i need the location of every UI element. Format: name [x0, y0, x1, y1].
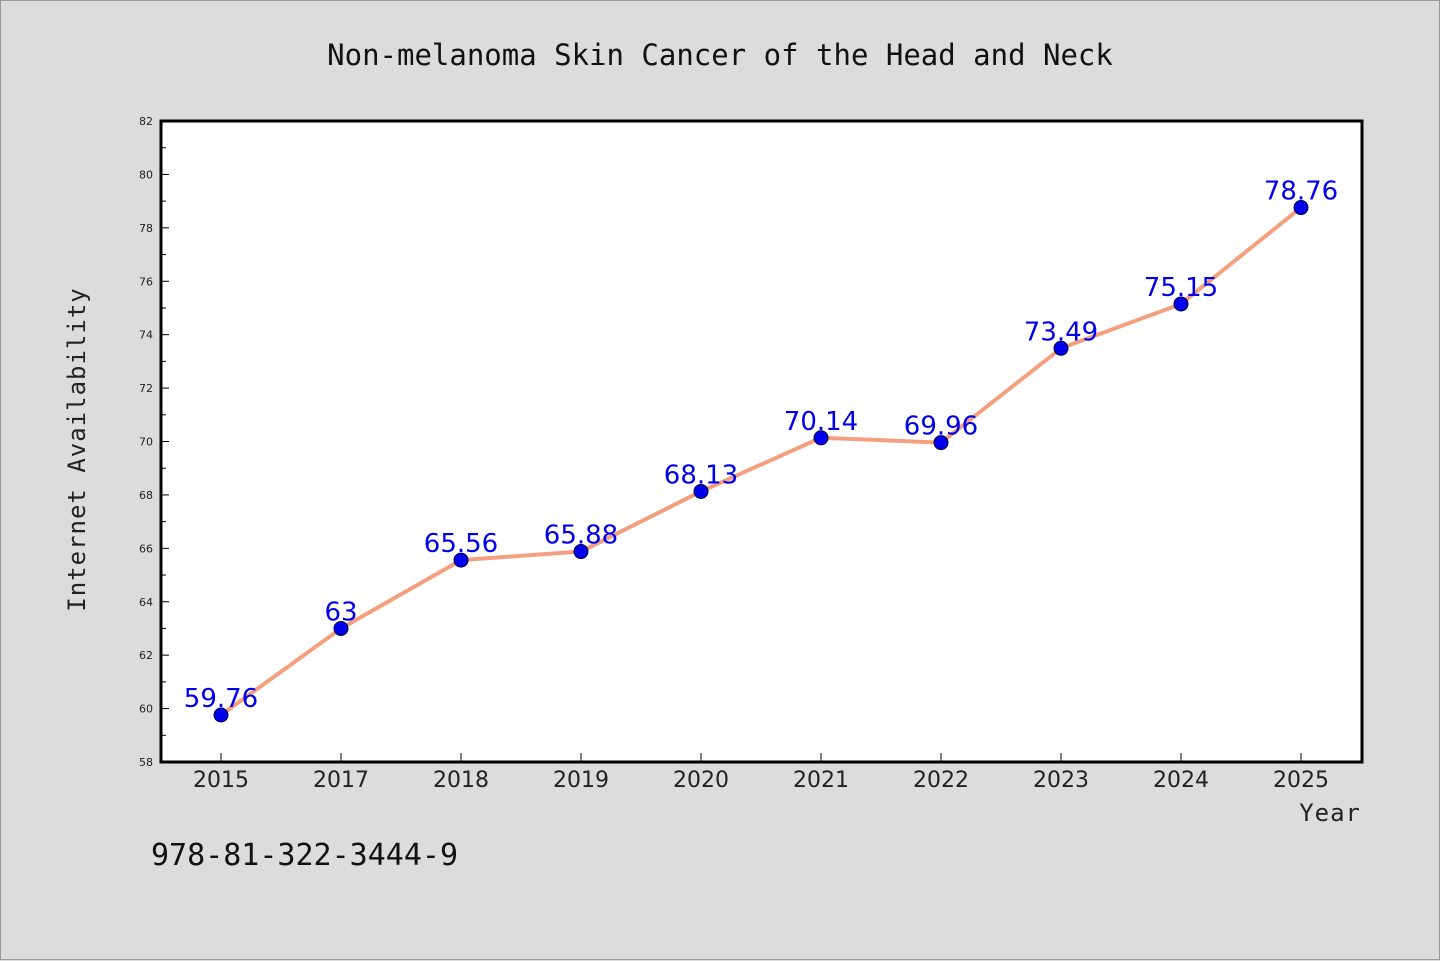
x-axis-label: Year	[1299, 799, 1361, 827]
chart-title: Non-melanoma Skin Cancer of the Head and…	[327, 38, 1113, 72]
data-label: 68.13	[664, 460, 738, 490]
x-tick-label: 2018	[433, 768, 489, 793]
y-tick-label: 62	[139, 649, 153, 662]
data-point-marker	[1173, 296, 1189, 312]
data-point-marker	[813, 430, 829, 446]
data-label: 65.56	[424, 529, 498, 559]
y-axis: 58 60 62 64 66 68 70 72 74 76 78 80 82	[139, 115, 169, 769]
series-line	[219, 205, 1303, 717]
x-tick-label: 2022	[913, 768, 969, 793]
data-label: 59.76	[184, 684, 258, 714]
y-tick-label: 80	[139, 168, 153, 181]
data-label: 70.14	[784, 407, 858, 437]
x-tick-label: 2025	[1273, 768, 1329, 793]
data-point-marker	[333, 620, 349, 636]
y-tick-label: 70	[139, 436, 153, 449]
plot-area	[159, 119, 1364, 764]
data-label: 69.96	[904, 412, 978, 442]
y-tick-label: 78	[139, 222, 153, 235]
data-label: 73.49	[1024, 317, 1098, 347]
data-point-marker	[1053, 340, 1069, 356]
data-point-marker	[933, 435, 949, 451]
y-tick-label: 82	[139, 115, 153, 128]
data-point-marker	[693, 483, 709, 499]
data-label: 78.76	[1264, 177, 1338, 207]
x-tick-label: 2023	[1033, 768, 1089, 793]
data-point-marker	[453, 552, 469, 568]
series-layer: 59.76 63 65.56 65.88 68.13 70.14 69.96 73.49 75.…	[184, 177, 1338, 723]
x-tick-label: 2015	[193, 768, 249, 793]
y-tick-label: 58	[139, 756, 153, 769]
x-axis: 2015 2017 2018 2019 2020 2021 2022 2023 2024 2025	[193, 753, 1329, 793]
y-tick-label: 76	[139, 275, 153, 288]
y-tick-label: 74	[139, 329, 153, 342]
x-tick-label: 2017	[313, 768, 369, 793]
y-tick-label: 72	[139, 382, 153, 395]
y-tick-label: 68	[139, 489, 153, 502]
x-tick-label: 2024	[1153, 768, 1209, 793]
data-label: 63	[324, 597, 357, 627]
x-tick-label: 2021	[793, 768, 849, 793]
x-tick-label: 2020	[673, 768, 729, 793]
y-tick-label: 64	[139, 596, 153, 609]
data-point-marker	[213, 707, 229, 723]
y-tick-label: 60	[139, 703, 153, 716]
footnote-text: 978-81-322-3444-9	[151, 838, 458, 873]
data-point-marker	[1293, 200, 1309, 216]
y-axis-label: Internet Availability	[63, 287, 91, 611]
y-tick-label: 66	[139, 542, 153, 555]
x-tick-label: 2019	[553, 768, 609, 793]
data-point-marker	[573, 544, 589, 560]
data-label: 65.88	[544, 521, 618, 551]
data-label: 75.15	[1144, 273, 1218, 303]
